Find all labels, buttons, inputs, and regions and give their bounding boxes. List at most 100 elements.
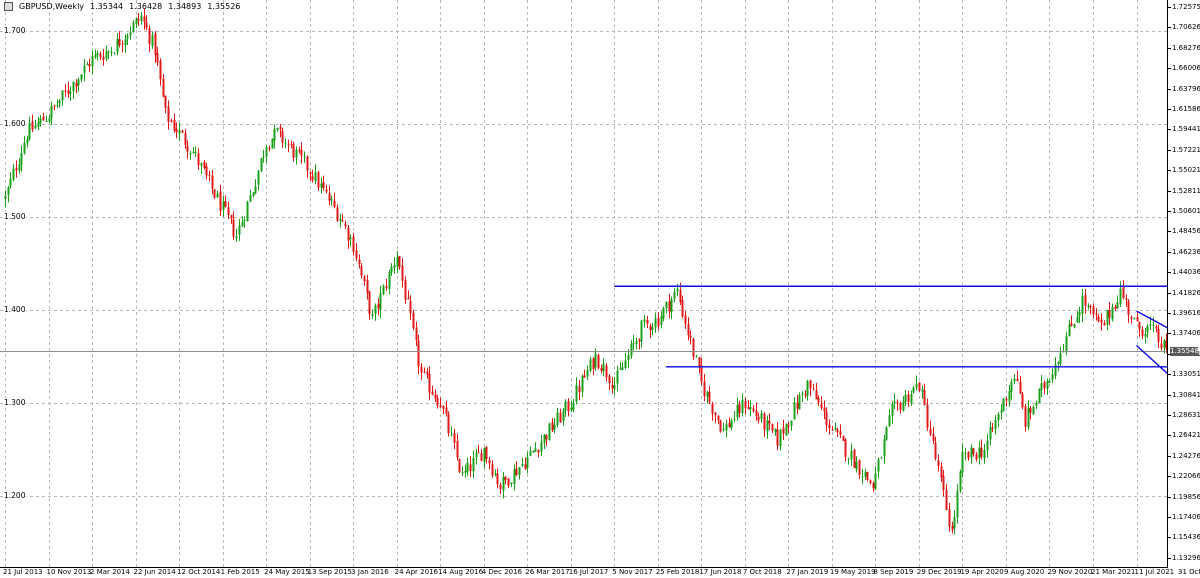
candle-body — [515, 468, 518, 475]
candle-body — [834, 428, 837, 430]
candle-body — [1078, 312, 1081, 316]
candle-body — [194, 151, 197, 153]
candle-body — [1010, 381, 1013, 393]
price-tick-mark — [1168, 27, 1171, 29]
candle-body — [1165, 341, 1167, 349]
candle-body — [445, 407, 448, 414]
candle-body — [670, 299, 673, 313]
candle-body — [1133, 318, 1136, 320]
candle-body — [551, 422, 554, 431]
candle-body — [1046, 380, 1049, 389]
candle-body — [518, 467, 521, 475]
candle-body — [592, 358, 595, 370]
candle-body — [771, 424, 774, 431]
candle-body — [649, 325, 652, 331]
candle-body — [880, 457, 883, 459]
candle-body — [562, 410, 565, 421]
price-level-label: 1.400 — [3, 305, 27, 315]
price-tick-mark — [1168, 272, 1171, 274]
candle-body — [866, 471, 869, 480]
candle-body — [790, 420, 793, 426]
candle-body — [105, 51, 108, 59]
time-tick-label: 24 Apr 2016 — [394, 568, 438, 576]
candle-body — [431, 391, 434, 395]
symbol-name: GBPUSD,Weekly — [19, 2, 85, 11]
candle-body — [260, 158, 263, 171]
candle-body — [257, 170, 260, 185]
candle-body — [741, 399, 744, 414]
time-tick-label: 21 Jul 2013 — [3, 568, 43, 576]
candle-body — [339, 218, 342, 221]
candle-body — [717, 415, 720, 420]
candle-body — [687, 324, 690, 336]
candle-body — [426, 371, 429, 375]
candle-body — [246, 201, 249, 221]
candle-body — [1038, 389, 1041, 404]
current-price-label: 1.35548 — [1170, 346, 1199, 356]
time-tick-label: 31 Oct 2021 — [1178, 568, 1200, 576]
candle-body — [75, 82, 78, 87]
time-tick-label: 5 Nov 2017 — [612, 568, 653, 576]
candle-body — [175, 128, 178, 133]
price-tick-mark — [1168, 313, 1171, 314]
candle-body — [1087, 305, 1090, 308]
candle-body — [983, 449, 986, 459]
candle-body — [56, 104, 59, 106]
candle-body — [504, 476, 507, 481]
candle-body — [96, 53, 99, 55]
candle-body — [189, 153, 192, 155]
candle-body — [50, 105, 53, 119]
candlestick-chart[interactable] — [0, 0, 1168, 568]
price-tick-label: 1.39616 — [1172, 309, 1200, 317]
candle-body — [192, 151, 195, 153]
candle-body — [896, 401, 899, 403]
candle-body — [785, 423, 788, 436]
candle-body — [757, 416, 760, 421]
candle-body — [396, 256, 399, 267]
candle-body — [964, 453, 967, 455]
candle-body — [1144, 334, 1147, 337]
price-tick-mark — [1168, 476, 1171, 478]
candle-body — [377, 303, 380, 309]
candle-body — [513, 469, 516, 485]
chart-plot-area[interactable]: GBPUSD,Weekly 1.35344 1.36428 1.34893 1.3552… — [0, 0, 1168, 568]
candle-body — [1076, 316, 1079, 323]
candle-body — [374, 305, 377, 314]
candle-body — [510, 482, 513, 485]
price-tick-label: 1.17406 — [1172, 513, 1200, 521]
candle-body — [991, 427, 994, 429]
price-tick-label: 1.61586 — [1172, 105, 1200, 113]
price-tick-label: 1.37406 — [1172, 329, 1200, 338]
candle-body — [72, 81, 75, 92]
candle-body — [488, 460, 491, 464]
candle-body — [611, 384, 614, 389]
candle-body — [537, 449, 540, 453]
candle-body — [39, 118, 42, 124]
candle-body — [330, 199, 333, 201]
candle-body — [107, 51, 110, 53]
candle-body — [311, 175, 314, 181]
candle-body — [143, 16, 146, 22]
ohlc-close: 1.35526 — [207, 2, 241, 11]
time-tick-label: 27 Jan 2019 — [786, 568, 829, 576]
candle-body — [923, 390, 926, 405]
candle-body — [738, 404, 741, 414]
candle-body — [404, 280, 407, 300]
candle-body — [861, 476, 864, 478]
price-axis[interactable]: 1.72575 1.70626 1.68276 1.66006 1.63796 1.615… — [1168, 0, 1200, 568]
candle-body — [287, 144, 290, 146]
price-tick-label: 1.24276 — [1172, 451, 1200, 460]
candle-body — [1043, 382, 1046, 389]
time-axis[interactable]: 21 Jul 2013 10 Nov 2013 2 Mar 2014 22 Jun 2… — [0, 568, 1200, 578]
candle-body — [213, 189, 216, 198]
candle-body — [698, 357, 701, 367]
candle-body — [640, 320, 643, 341]
candle-body — [295, 149, 298, 158]
candle-body — [28, 122, 31, 139]
candle-body — [475, 453, 478, 458]
candle-body — [9, 178, 12, 186]
price-tick-mark — [1168, 537, 1171, 539]
candle-body — [695, 356, 698, 358]
candle-body — [219, 191, 222, 212]
